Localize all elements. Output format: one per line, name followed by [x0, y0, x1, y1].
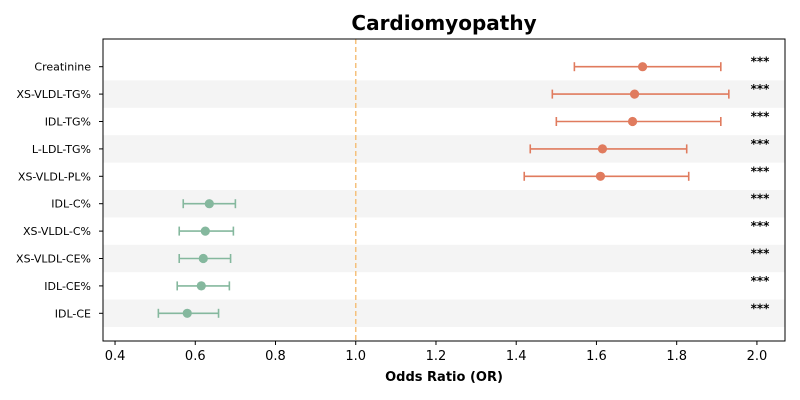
y-tick-label: IDL-TG% [45, 116, 91, 129]
y-tick-labels: Creatinine XS-VLDL-TG% IDL-TG% L-LDL-TG% XS-… [16, 61, 103, 320]
point-estimate [595, 171, 606, 181]
plot-frame [102, 38, 786, 342]
significance-label: *** [751, 55, 771, 69]
y-tick-label: IDL-C% [51, 198, 91, 211]
x-tick-label: 0.6 [185, 349, 206, 364]
x-tick-label: 2.0 [747, 349, 768, 364]
x-ticks: 0.4 0.6 0.8 1.0 1.2 1.4 1.6 1.8 2.0 [105, 341, 768, 364]
x-tick-label: 1.2 [426, 349, 447, 364]
point-estimate [196, 281, 206, 291]
y-tick-label: IDL-CE% [44, 280, 91, 293]
x-tick-label: 0.4 [105, 349, 126, 364]
point-estimate [637, 62, 648, 72]
significance-labels: *** *** *** *** *** *** *** *** *** *** [751, 55, 771, 316]
point-estimate [200, 226, 210, 236]
point-estimates [182, 62, 648, 318]
y-tick-label: XS-VLDL-CE% [16, 253, 91, 266]
x-tick-label: 1.8 [666, 349, 687, 364]
x-tick-label: 1.0 [345, 349, 366, 364]
significance-label: *** [751, 247, 771, 261]
x-tick-label: 1.6 [586, 349, 607, 364]
point-estimate [597, 144, 608, 154]
significance-label: *** [751, 137, 771, 151]
point-estimate [198, 253, 208, 264]
point-estimate [204, 199, 214, 209]
significance-label: *** [751, 82, 771, 96]
significance-label: *** [751, 164, 771, 178]
y-tick-label: IDL-CE [55, 307, 91, 320]
significance-label: *** [751, 301, 771, 315]
y-tick-label: XS-VLDL-C% [23, 225, 91, 238]
error-bars [157, 62, 730, 318]
y-tick-label: Creatinine [34, 61, 91, 74]
x-axis-label: Odds Ratio (OR) [385, 370, 503, 385]
y-tick-label: XS-VLDL-PL% [18, 170, 91, 183]
significance-label: *** [751, 192, 771, 206]
y-tick-label: XS-VLDL-TG% [16, 88, 91, 101]
x-tick-label: 0.8 [265, 349, 286, 364]
significance-label: *** [751, 219, 771, 233]
significance-label: *** [751, 110, 771, 124]
point-estimate [627, 116, 638, 127]
y-tick-label: L-LDL-TG% [32, 143, 91, 156]
point-estimate [629, 89, 640, 99]
point-estimate [182, 308, 192, 318]
significance-label: *** [751, 274, 771, 288]
chart-title: Cardiomyopathy [351, 11, 536, 35]
x-tick-label: 1.4 [506, 349, 527, 364]
